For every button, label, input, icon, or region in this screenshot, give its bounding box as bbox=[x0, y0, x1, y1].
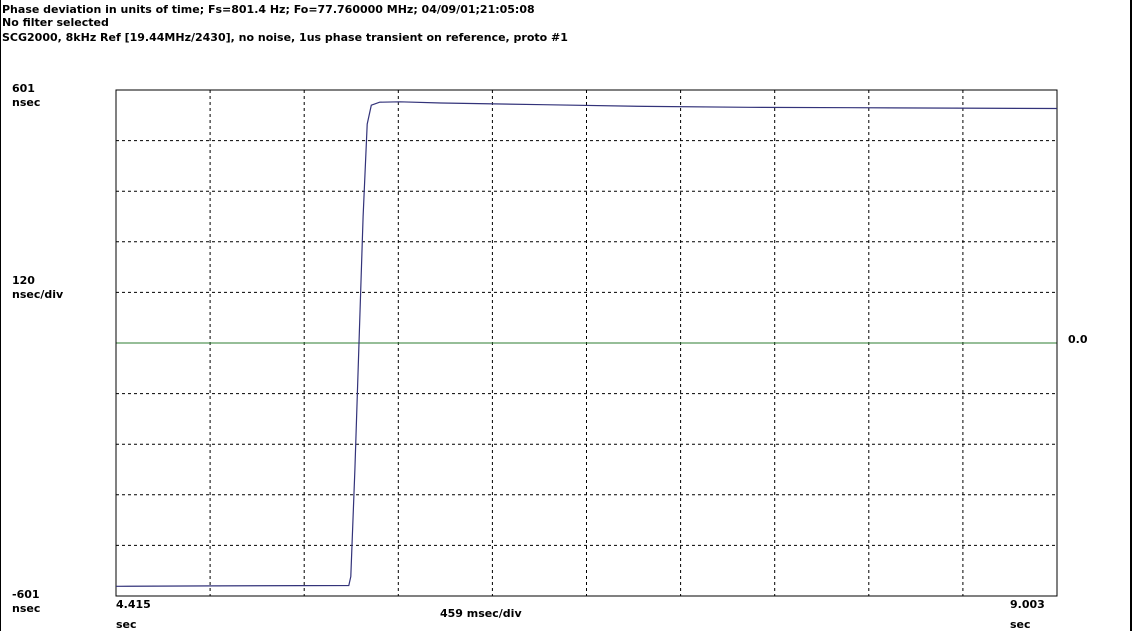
y-axis-per-div-value: 120 bbox=[12, 274, 35, 287]
y-axis-min-value: -601 bbox=[12, 588, 40, 601]
window-left-border bbox=[0, 0, 1, 631]
window-right-border bbox=[1130, 0, 1132, 631]
x-axis-max-unit: sec bbox=[1010, 618, 1031, 631]
x-axis-min-value: 4.415 bbox=[116, 598, 151, 611]
zero-reference-label: 0.0 bbox=[1068, 333, 1088, 346]
x-axis-min-unit: sec bbox=[116, 618, 137, 631]
plot-frame bbox=[115, 89, 1058, 597]
x-axis-max-value: 9.003 bbox=[1010, 598, 1045, 611]
header-line-1: Phase deviation in units of time; Fs=801… bbox=[2, 3, 535, 16]
header-line-3: SCG2000, 8kHz Ref [19.44MHz/2430], no no… bbox=[2, 31, 568, 44]
y-axis-min-unit: nsec bbox=[12, 602, 41, 615]
header-line-2: No filter selected bbox=[2, 16, 109, 29]
y-axis-per-div-unit: nsec/div bbox=[12, 288, 64, 301]
y-axis-max-unit: nsec bbox=[12, 96, 41, 109]
x-axis-per-div: 459 msec/div bbox=[440, 607, 522, 620]
phase-trace-line bbox=[115, 101, 1058, 587]
y-axis-max-value: 601 bbox=[12, 82, 35, 95]
